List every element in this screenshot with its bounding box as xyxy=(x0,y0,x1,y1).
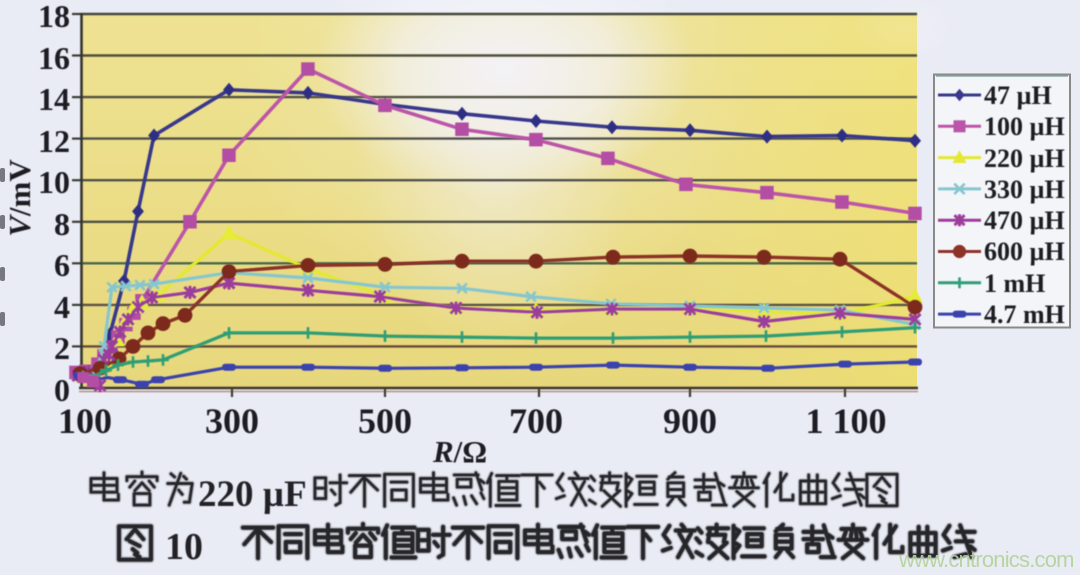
svg-text:47 µH: 47 µH xyxy=(984,81,1052,110)
svg-text:100 µH: 100 µH xyxy=(984,112,1065,141)
svg-text:220 µH: 220 µH xyxy=(984,144,1065,173)
svg-text:4.7 mH: 4.7 mH xyxy=(984,300,1065,329)
svg-text:R/Ω: R/Ω xyxy=(432,434,487,469)
svg-text:8: 8 xyxy=(54,206,70,242)
svg-text:16: 16 xyxy=(38,40,70,76)
svg-text:6: 6 xyxy=(54,247,70,283)
svg-text:100: 100 xyxy=(58,401,112,441)
svg-text:www.cntronics.com: www.cntronics.com xyxy=(898,547,1074,572)
svg-text:900: 900 xyxy=(663,401,717,441)
svg-text:0: 0 xyxy=(54,372,70,408)
svg-text:10: 10 xyxy=(38,164,70,200)
svg-text:1 mH: 1 mH xyxy=(984,269,1045,298)
svg-text:600 µH: 600 µH xyxy=(984,237,1065,266)
svg-text:700: 700 xyxy=(509,401,563,441)
svg-text:500: 500 xyxy=(358,401,412,441)
svg-text:14: 14 xyxy=(38,81,70,117)
svg-text:330 µH: 330 µH xyxy=(984,175,1065,204)
svg-text:300: 300 xyxy=(205,401,259,441)
svg-text:1 100: 1 100 xyxy=(806,401,887,441)
svg-text:2: 2 xyxy=(54,330,70,366)
svg-text:470 µH: 470 µH xyxy=(984,206,1065,235)
svg-text:4: 4 xyxy=(54,289,70,325)
svg-text:V/mV: V/mV xyxy=(2,159,37,237)
svg-text:12: 12 xyxy=(38,123,70,159)
svg-text:10: 10 xyxy=(165,526,203,568)
svg-text:18: 18 xyxy=(38,0,70,34)
svg-text:220 µF: 220 µF xyxy=(198,474,307,515)
